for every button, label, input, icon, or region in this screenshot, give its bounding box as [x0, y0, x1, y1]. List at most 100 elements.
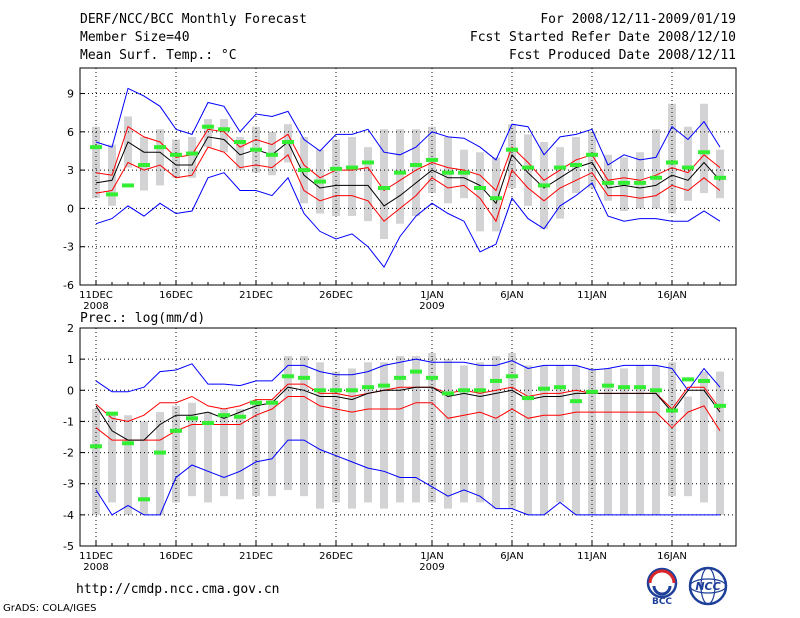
- spread-box: [668, 362, 676, 497]
- observed-marker: [154, 450, 166, 455]
- y-tick-label: 0: [67, 384, 74, 397]
- observed-marker: [602, 383, 614, 388]
- spread-box: [684, 126, 692, 201]
- observed-marker: [122, 183, 134, 188]
- spread-box: [636, 365, 644, 515]
- spread-box: [700, 103, 708, 194]
- spread-box: [652, 365, 660, 515]
- started-date: Fcst Started Refer Date 2008/12/10: [469, 30, 736, 45]
- spread-box: [460, 365, 468, 503]
- x-tick-label: 6JAN: [500, 551, 523, 562]
- spread-box: [316, 362, 324, 509]
- chart-title: DERF/NCC/BCC Monthly Forecast: [80, 12, 307, 27]
- spread-box: [556, 147, 564, 219]
- observed-marker: [442, 391, 454, 396]
- observed-marker: [634, 385, 646, 390]
- y-tick-label: -4: [63, 509, 74, 522]
- observed-marker: [266, 400, 278, 405]
- spread-box: [364, 362, 372, 503]
- lower-series-line: [95, 146, 721, 223]
- observed-marker: [330, 388, 342, 393]
- observed-marker: [618, 180, 630, 185]
- spread-box: [156, 412, 164, 515]
- observed-marker: [202, 124, 214, 129]
- observed-marker: [458, 170, 470, 175]
- observed-marker: [218, 127, 230, 132]
- observed-marker: [314, 388, 326, 393]
- spread-box: [332, 139, 340, 217]
- observed-marker: [186, 151, 198, 156]
- observed-marker: [314, 179, 326, 184]
- member-size: Member Size=40: [80, 30, 190, 45]
- observed-marker: [714, 403, 726, 408]
- observed-marker: [650, 388, 662, 393]
- observed-marker: [458, 388, 470, 393]
- observed-marker: [634, 180, 646, 185]
- x-tick-label: 16JAN: [657, 551, 687, 562]
- spread-box: [492, 157, 500, 232]
- observed-marker: [250, 400, 262, 405]
- observed-marker: [714, 175, 726, 180]
- observed-marker: [298, 375, 310, 380]
- spread-box: [668, 103, 676, 214]
- observed-marker: [298, 168, 310, 173]
- observed-marker: [266, 152, 278, 157]
- max-series-line: [95, 87, 721, 166]
- min-series-line: [95, 439, 720, 516]
- ncc-logo-text: NCC: [695, 580, 720, 593]
- plot-frame: [79, 327, 737, 547]
- observed-marker: [586, 389, 598, 394]
- spread-box: [220, 119, 228, 153]
- observed-marker: [138, 497, 150, 502]
- spread-box: [124, 415, 132, 515]
- y-tick-label: -3: [63, 241, 74, 254]
- observed-marker: [426, 157, 438, 162]
- lower-series-line: [95, 396, 721, 441]
- spread-box: [444, 359, 452, 509]
- spread-box: [380, 129, 388, 240]
- observed-marker: [138, 163, 150, 168]
- spread-box: [524, 365, 532, 515]
- observed-marker: [250, 147, 262, 152]
- observed-marker: [538, 183, 550, 188]
- observed-marker: [362, 160, 374, 165]
- observed-marker: [490, 196, 502, 201]
- plot-frame: [79, 67, 737, 286]
- y-tick-label: 1: [67, 353, 74, 366]
- observed-marker: [570, 163, 582, 168]
- spread-box: [492, 356, 500, 509]
- y-tick-label: -2: [63, 447, 74, 460]
- spread-box: [412, 129, 420, 217]
- spread-box: [700, 371, 708, 503]
- observed-marker: [682, 165, 694, 170]
- spread-box: [348, 136, 356, 217]
- spread-box: [716, 371, 724, 515]
- max-series-line: [95, 358, 721, 393]
- source-url[interactable]: http://cmdp.ncc.cma.gov.cn: [76, 582, 280, 597]
- spread-box: [412, 356, 420, 503]
- spread-box: [652, 129, 660, 209]
- spread-box: [572, 365, 580, 515]
- y-tick-label: -1: [63, 415, 74, 428]
- observed-marker: [330, 166, 342, 171]
- observed-marker: [506, 147, 518, 152]
- x-tick-year-label: 2008: [83, 562, 108, 573]
- observed-marker: [522, 396, 534, 401]
- observed-marker: [106, 192, 118, 197]
- spread-box: [396, 356, 404, 503]
- spread-box: [396, 129, 404, 224]
- x-tick-label: 1JAN: [420, 551, 443, 562]
- observed-marker: [378, 185, 390, 190]
- observed-marker: [682, 377, 694, 382]
- produced-date: Fcst Produced Date 2008/12/11: [509, 48, 736, 63]
- spread-box: [684, 396, 692, 497]
- variable-label-temp: Mean Surf. Temp.: °C: [80, 48, 237, 63]
- y-tick-label: 9: [67, 88, 74, 101]
- observed-marker: [90, 145, 102, 150]
- spread-box: [268, 399, 276, 497]
- spread-box: [364, 147, 372, 222]
- spread-box: [236, 136, 244, 171]
- observed-marker: [234, 414, 246, 419]
